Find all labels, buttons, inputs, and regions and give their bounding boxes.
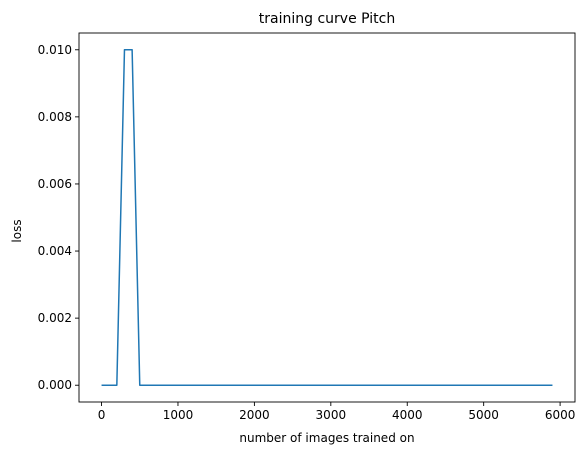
series-line-0: [101, 49, 553, 386]
plot-area-frame: [78, 32, 576, 403]
x-tick-label: 0: [98, 408, 106, 422]
chart-title: training curve Pitch: [259, 11, 395, 27]
y-tick-label: 0.010: [38, 43, 72, 57]
y-axis-label: loss: [10, 219, 24, 242]
y-tick-label: 0.004: [38, 244, 72, 258]
x-tick-label: 4000: [392, 408, 423, 422]
y-tick-label: 0.008: [38, 110, 72, 124]
x-tick-label: 2000: [239, 408, 270, 422]
x-axis-label: number of images trained on: [239, 431, 414, 445]
y-tick-label: 0.002: [38, 311, 72, 325]
y-tick-label: 0.006: [38, 177, 72, 191]
x-tick-label: 1000: [163, 408, 194, 422]
x-tick-label: 5000: [468, 408, 499, 422]
x-axis-ticks: 0 1000 2000 3000 4000 5000 6000: [98, 402, 576, 422]
y-axis-ticks: 0.000 0.002 0.004 0.006 0.008 0.010: [38, 43, 79, 392]
series-lines: [101, 49, 553, 386]
x-tick-label: 6000: [545, 408, 576, 422]
x-tick-label: 3000: [316, 408, 347, 422]
y-tick-label: 0.000: [38, 378, 72, 392]
